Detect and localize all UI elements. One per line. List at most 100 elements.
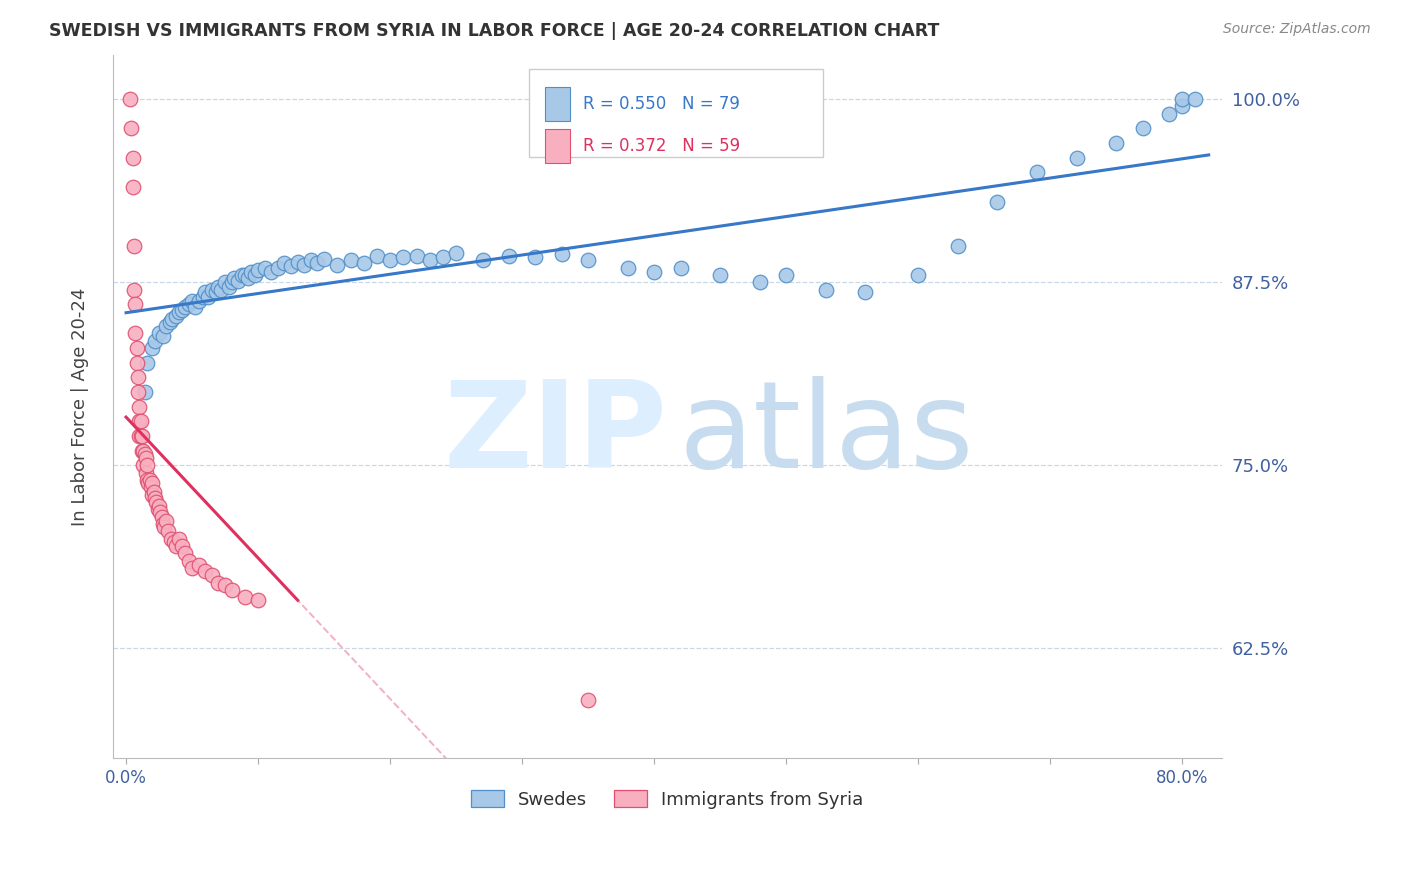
Point bbox=[194, 285, 217, 300]
Point bbox=[135, 466, 157, 480]
Point bbox=[201, 283, 224, 297]
Point bbox=[127, 370, 149, 384]
Point bbox=[131, 443, 153, 458]
Point bbox=[1157, 107, 1180, 121]
Point bbox=[141, 341, 163, 355]
Point bbox=[378, 253, 401, 268]
Point bbox=[128, 400, 150, 414]
Point bbox=[174, 300, 197, 314]
Point bbox=[551, 247, 574, 261]
Point bbox=[127, 385, 149, 400]
Point bbox=[224, 270, 246, 285]
Point bbox=[187, 558, 209, 572]
Point bbox=[122, 283, 145, 297]
Point bbox=[143, 334, 166, 348]
Point bbox=[814, 283, 837, 297]
Point bbox=[143, 491, 166, 505]
Point bbox=[775, 268, 797, 282]
Point bbox=[148, 326, 170, 341]
Point bbox=[444, 246, 467, 260]
Point bbox=[128, 414, 150, 428]
Point bbox=[170, 303, 193, 318]
Point bbox=[160, 532, 183, 546]
Point bbox=[218, 279, 240, 293]
Point bbox=[138, 475, 160, 490]
Point bbox=[148, 500, 170, 514]
Point bbox=[260, 265, 283, 279]
Point bbox=[855, 285, 877, 300]
Point bbox=[233, 268, 256, 282]
Point bbox=[129, 429, 152, 443]
Point bbox=[131, 429, 153, 443]
Point bbox=[146, 502, 169, 516]
Point bbox=[134, 447, 156, 461]
Point bbox=[162, 311, 184, 326]
Point bbox=[153, 520, 176, 534]
Point bbox=[152, 329, 174, 343]
Text: R = 0.372   N = 59: R = 0.372 N = 59 bbox=[583, 136, 740, 155]
Point bbox=[1026, 165, 1049, 179]
Point bbox=[643, 265, 665, 279]
Point bbox=[145, 495, 167, 509]
Text: R = 0.550   N = 79: R = 0.550 N = 79 bbox=[583, 95, 740, 112]
Point bbox=[207, 575, 229, 590]
Point bbox=[205, 285, 228, 300]
Point bbox=[576, 692, 599, 706]
Point bbox=[709, 268, 731, 282]
Point bbox=[170, 539, 193, 553]
Point bbox=[287, 254, 309, 268]
Point bbox=[159, 315, 181, 329]
Point bbox=[669, 260, 692, 275]
Point bbox=[124, 297, 146, 311]
Point bbox=[247, 263, 270, 277]
Point bbox=[181, 294, 204, 309]
Point bbox=[149, 505, 172, 519]
Point bbox=[136, 356, 159, 370]
Point bbox=[121, 151, 143, 165]
Point bbox=[152, 516, 174, 531]
Point bbox=[165, 539, 187, 553]
Point bbox=[124, 326, 146, 341]
Point bbox=[167, 532, 190, 546]
Point bbox=[129, 414, 152, 428]
Point bbox=[748, 275, 770, 289]
Point bbox=[134, 385, 156, 400]
Point bbox=[142, 484, 165, 499]
Point bbox=[162, 534, 184, 549]
Text: atlas: atlas bbox=[679, 376, 974, 493]
Point bbox=[1066, 151, 1088, 165]
Point bbox=[498, 249, 520, 263]
Point bbox=[214, 578, 236, 592]
Point bbox=[233, 590, 256, 604]
Point bbox=[353, 256, 375, 270]
Point bbox=[141, 488, 163, 502]
Point bbox=[1171, 92, 1194, 106]
Point bbox=[167, 304, 190, 318]
Point bbox=[136, 473, 159, 487]
Point bbox=[174, 546, 197, 560]
Point bbox=[125, 356, 148, 370]
Y-axis label: In Labor Force | Age 20-24: In Labor Force | Age 20-24 bbox=[72, 287, 89, 526]
Point bbox=[1184, 92, 1206, 106]
Point bbox=[299, 253, 322, 268]
Point bbox=[141, 475, 163, 490]
Point bbox=[214, 275, 236, 289]
Text: Source: ZipAtlas.com: Source: ZipAtlas.com bbox=[1223, 22, 1371, 37]
Point bbox=[267, 260, 290, 275]
Point bbox=[155, 514, 177, 528]
FancyBboxPatch shape bbox=[546, 87, 569, 120]
Point bbox=[183, 300, 205, 314]
Point bbox=[432, 250, 454, 264]
Point bbox=[139, 480, 162, 494]
Point bbox=[121, 180, 143, 194]
Point bbox=[326, 258, 349, 272]
Point bbox=[139, 473, 162, 487]
Point bbox=[366, 249, 388, 263]
Point bbox=[1105, 136, 1128, 150]
Point bbox=[132, 443, 155, 458]
Point bbox=[125, 341, 148, 355]
Point bbox=[245, 268, 267, 282]
Point bbox=[907, 268, 929, 282]
Point bbox=[405, 249, 427, 263]
Point bbox=[179, 297, 201, 311]
